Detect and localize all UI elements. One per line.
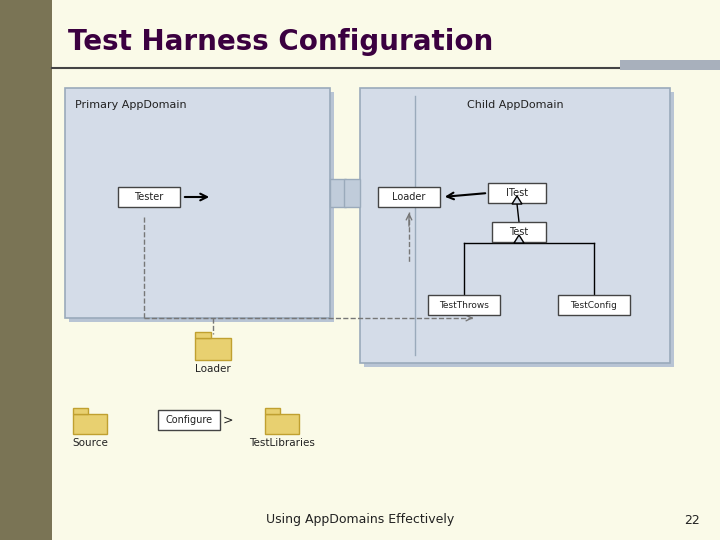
Bar [330, 179, 346, 207]
Bar [195, 332, 211, 338]
Text: Child AppDomain: Child AppDomain [467, 100, 563, 110]
Text: Configure: Configure [166, 415, 212, 425]
Bar [265, 408, 280, 414]
Text: TestThrows: TestThrows [439, 300, 489, 309]
Bar [620, 60, 720, 70]
Bar [360, 88, 670, 363]
Bar [378, 187, 440, 207]
Polygon shape [512, 196, 522, 204]
Bar [69, 92, 334, 322]
Text: Loader: Loader [392, 192, 426, 202]
Bar [65, 88, 330, 318]
Bar [73, 414, 107, 434]
Bar [73, 408, 89, 414]
Bar [118, 187, 180, 207]
Text: Test Harness Configuration: Test Harness Configuration [68, 28, 493, 56]
Bar [344, 179, 360, 207]
Text: TestLibraries: TestLibraries [249, 438, 315, 448]
Text: Tester: Tester [135, 192, 163, 202]
Bar [0, 0, 52, 540]
Text: Source: Source [72, 438, 108, 448]
Text: 22: 22 [684, 514, 700, 526]
Bar [265, 414, 299, 434]
Polygon shape [514, 235, 524, 243]
Text: Using AppDomains Effectively: Using AppDomains Effectively [266, 514, 454, 526]
Text: >: > [222, 414, 233, 427]
Text: TestConfig: TestConfig [570, 300, 618, 309]
Text: ITest: ITest [506, 188, 528, 198]
Text: Loader: Loader [195, 364, 231, 374]
Bar [558, 295, 630, 315]
Bar [428, 295, 500, 315]
Text: Test: Test [509, 227, 528, 237]
Bar [195, 338, 231, 360]
Bar [492, 222, 546, 242]
Bar [158, 410, 220, 430]
Bar [364, 92, 674, 367]
Text: Primary AppDomain: Primary AppDomain [75, 100, 186, 110]
Bar [488, 183, 546, 203]
